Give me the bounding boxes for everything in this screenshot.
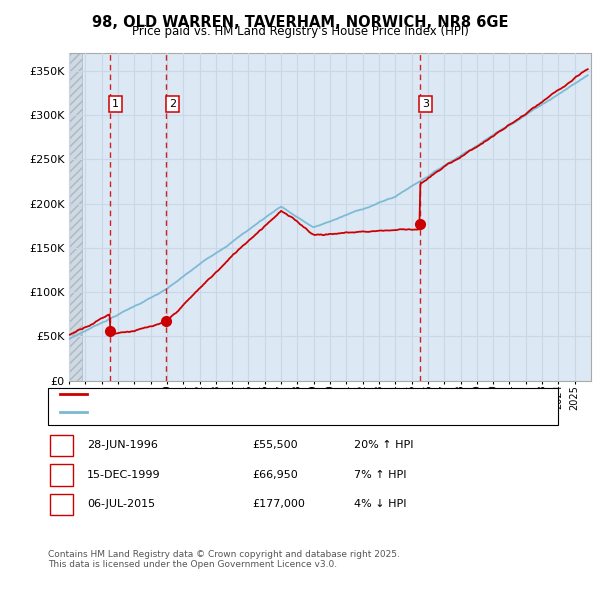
Text: 4% ↓ HPI: 4% ↓ HPI bbox=[354, 500, 407, 509]
Text: 1: 1 bbox=[58, 441, 65, 450]
Text: £66,950: £66,950 bbox=[252, 470, 298, 480]
Text: 2: 2 bbox=[169, 99, 176, 109]
Text: Contains HM Land Registry data © Crown copyright and database right 2025.
This d: Contains HM Land Registry data © Crown c… bbox=[48, 550, 400, 569]
Text: 06-JUL-2015: 06-JUL-2015 bbox=[87, 500, 155, 509]
Text: HPI: Average price, semi-detached house, Broadland: HPI: Average price, semi-detached house,… bbox=[94, 408, 369, 417]
Text: 15-DEC-1999: 15-DEC-1999 bbox=[87, 470, 161, 480]
Text: 7% ↑ HPI: 7% ↑ HPI bbox=[354, 470, 407, 480]
Text: 1: 1 bbox=[112, 99, 119, 109]
Text: 20% ↑ HPI: 20% ↑ HPI bbox=[354, 441, 413, 450]
Text: 3: 3 bbox=[422, 99, 430, 109]
Text: 98, OLD WARREN, TAVERHAM, NORWICH, NR8 6GE: 98, OLD WARREN, TAVERHAM, NORWICH, NR8 6… bbox=[92, 15, 508, 30]
Text: Price paid vs. HM Land Registry's House Price Index (HPI): Price paid vs. HM Land Registry's House … bbox=[131, 25, 469, 38]
Text: £55,500: £55,500 bbox=[252, 441, 298, 450]
Text: 2: 2 bbox=[58, 470, 65, 480]
Text: 98, OLD WARREN, TAVERHAM, NORWICH, NR8 6GE (semi-detached house): 98, OLD WARREN, TAVERHAM, NORWICH, NR8 6… bbox=[94, 389, 482, 398]
Text: £177,000: £177,000 bbox=[252, 500, 305, 509]
Text: 3: 3 bbox=[58, 500, 65, 509]
Text: 28-JUN-1996: 28-JUN-1996 bbox=[87, 441, 158, 450]
Bar bbox=[69, 53, 82, 381]
